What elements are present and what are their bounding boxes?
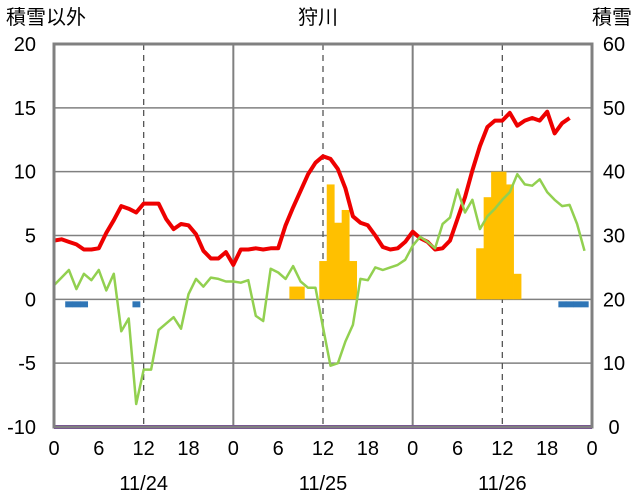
x-tick-label: 12 [312,438,334,460]
precip-bar [506,184,514,300]
left-axis-label: 積雪以外 [6,6,86,29]
y-left-tick-label: 10 [14,162,36,184]
y-right-tick-label: 30 [603,226,625,248]
y-left-tick-label: 15 [14,98,36,120]
temperature-line [53,109,571,267]
precip-bar [319,261,328,300]
y-left-tick-label: 0 [25,289,36,311]
date-label: 11/25 [299,473,348,495]
frame [52,42,594,429]
precip-bar [289,286,298,300]
y-left-tick-label: -10 [7,417,36,439]
x-tick-label: 6 [273,438,284,460]
precip-bar [498,171,507,300]
precip-bar [483,197,492,300]
x-tick-label: 0 [48,438,59,460]
x-tick-label: 0 [228,438,239,460]
precip-bar [341,209,350,300]
precip-bar [326,184,335,300]
x-tick-label: 0 [407,438,418,460]
x-tick-label: 0 [586,438,597,460]
x-tick-label: 6 [452,438,463,460]
x-tick-label: 18 [177,438,199,460]
sunshine-bar [580,301,589,308]
x-tick-label: 12 [133,438,155,460]
sunshine-bar [72,301,81,308]
sunshine-bar [558,301,567,308]
y-right-tick-label: 10 [603,353,625,375]
precip-bar [349,261,358,300]
y-right-tick-label: 60 [603,34,625,56]
y-right-tick-label: 0 [608,417,619,439]
date-label: 11/24 [119,473,168,495]
right-axis-label: 積雪 [592,6,632,29]
y-right-tick-label: 50 [603,98,625,120]
bars [65,171,589,308]
precip-bar [476,248,485,300]
y-left-tick-label: -5 [18,353,36,375]
y-right-tick-label: 40 [603,162,625,184]
sunshine-bar [565,301,574,308]
date-label: 11/26 [478,473,527,495]
x-tick-label: 18 [536,438,558,460]
precip-bar [296,286,305,300]
sunshine-bar [573,301,582,308]
precip-bar [334,222,343,300]
sunshine-bar [65,301,74,308]
wind-line [53,172,586,406]
y-left-tick-label: 20 [14,34,36,56]
precip-bar [513,273,522,300]
x-tick-label: 12 [491,438,513,460]
y-left-tick-label: 5 [25,226,36,248]
y-right-tick-label: 20 [603,289,625,311]
x-tick-label: 18 [357,438,379,460]
sunshine-bar [132,301,141,308]
chart-title: 狩川 [298,6,338,29]
x-tick-label: 6 [93,438,104,460]
precip-bar [491,171,499,300]
sunshine-bar [80,301,89,308]
plot-frame [52,42,594,429]
